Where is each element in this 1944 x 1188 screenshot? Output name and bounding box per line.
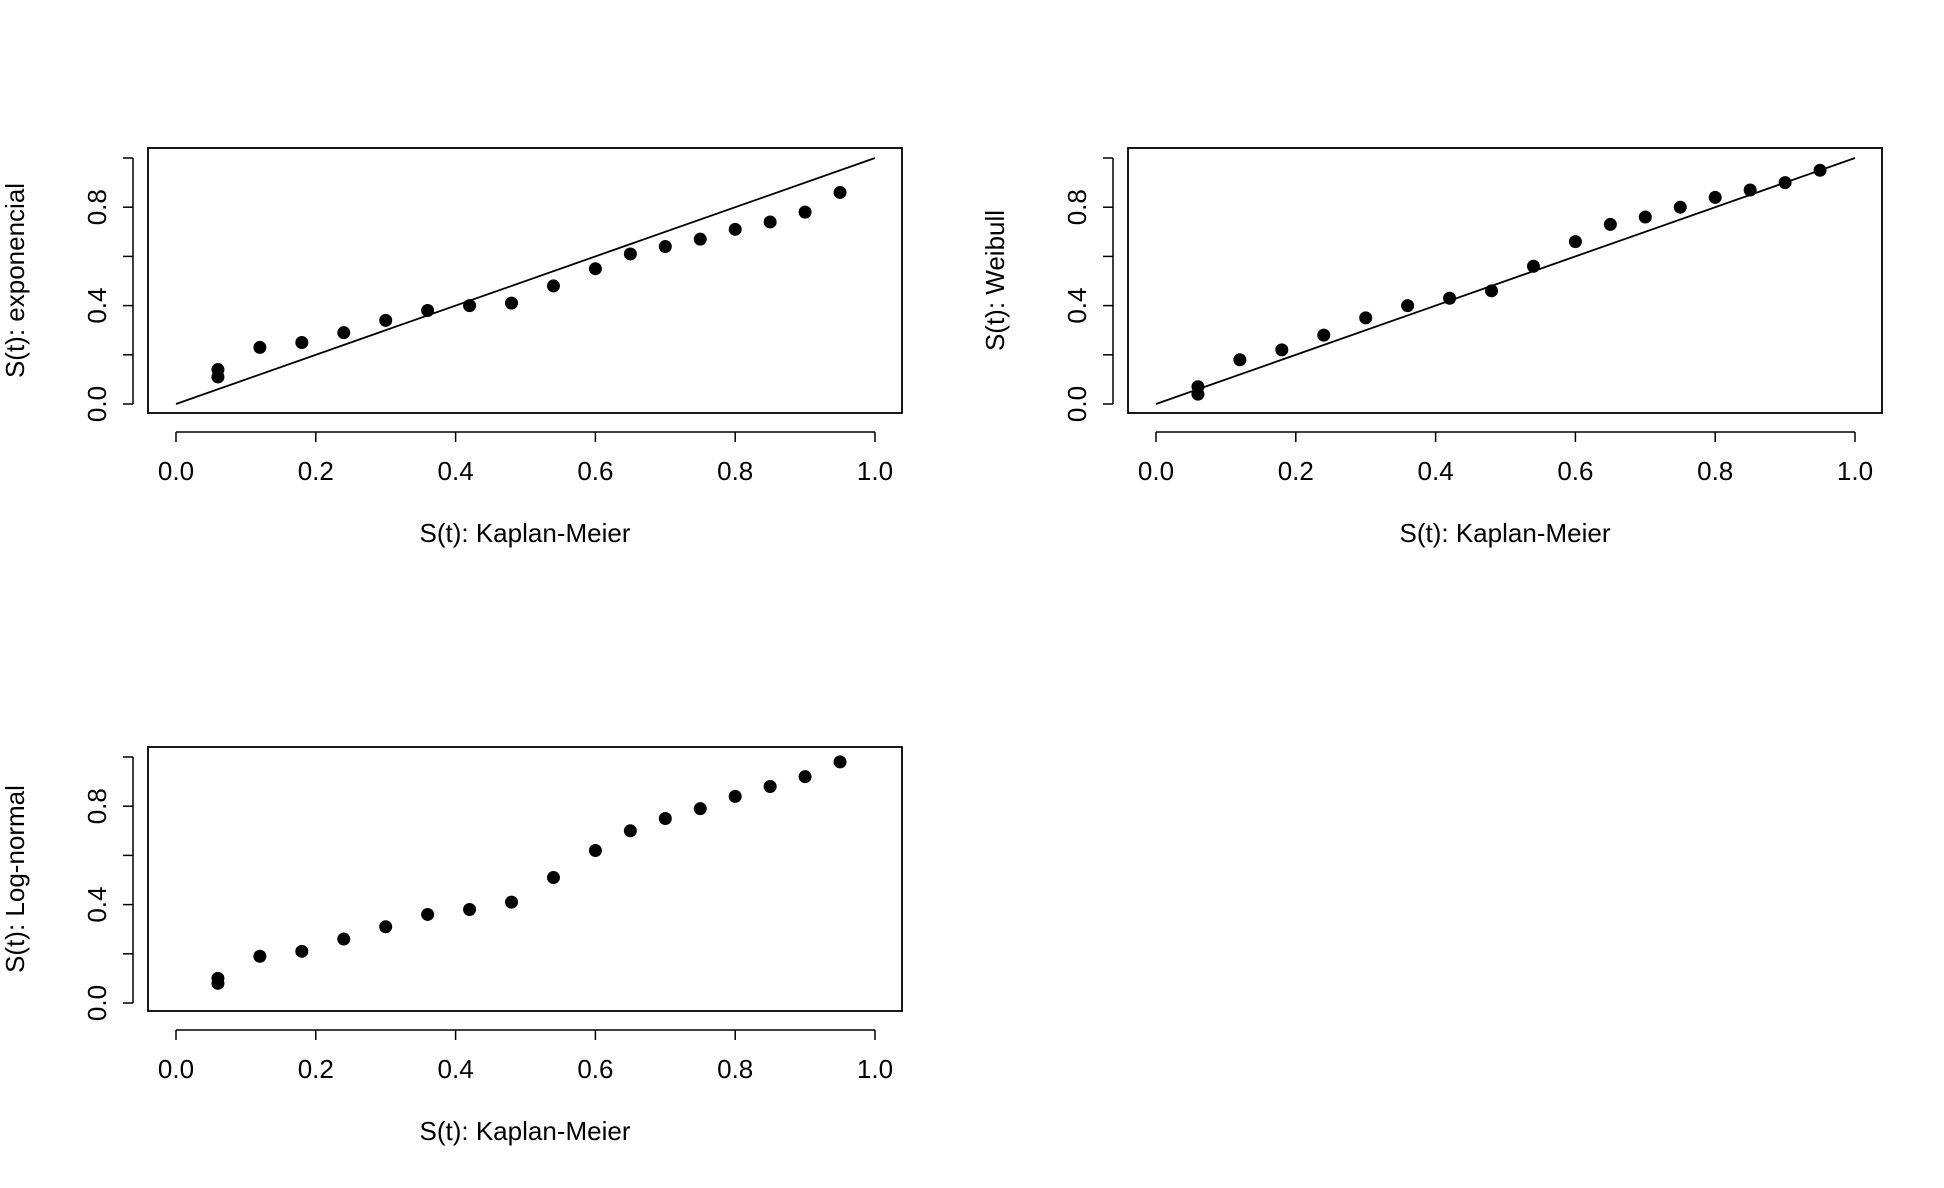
x-tick-label: 0.4 <box>438 1054 474 1084</box>
data-point <box>1778 176 1792 190</box>
x-tick-label: 0.8 <box>717 456 753 486</box>
y-tick-label: 0.0 <box>82 386 112 422</box>
data-point <box>1317 328 1331 342</box>
x-axis-label: S(t): Kaplan-Meier <box>1400 518 1611 548</box>
data-point <box>833 185 847 199</box>
data-point <box>1568 235 1582 249</box>
data-point <box>253 949 267 963</box>
data-point <box>1443 291 1457 305</box>
data-point <box>1401 299 1415 313</box>
data-point <box>421 907 435 921</box>
data-point <box>211 971 225 985</box>
y-tick-label: 0.4 <box>1062 288 1092 324</box>
data-point <box>1233 353 1247 367</box>
reference-line <box>175 157 876 405</box>
y-tick-label: 0.0 <box>1062 386 1092 422</box>
data-point <box>728 789 742 803</box>
x-tick-label: 0.0 <box>158 1054 194 1084</box>
data-point <box>1526 259 1540 273</box>
x-tick-label: 0.2 <box>298 1054 334 1084</box>
data-point <box>463 299 477 313</box>
data-point <box>763 215 777 229</box>
data-point <box>763 780 777 794</box>
data-point <box>693 232 707 246</box>
data-point <box>211 363 225 377</box>
data-point <box>798 205 812 219</box>
data-point <box>295 336 309 349</box>
data-point <box>253 340 267 354</box>
data-point <box>546 871 560 885</box>
x-tick-label: 0.8 <box>717 1054 753 1084</box>
data-point <box>421 304 435 318</box>
data-point <box>379 313 393 327</box>
data-point <box>1485 284 1499 298</box>
plot-frame <box>1127 147 1883 414</box>
plot-panel-1: 0.0 0.2 0.4 0.6 0.8 1.0 0.0 0.4 0.8 S(t): Kaplan-… <box>0 147 903 548</box>
y-tick-label: 0.0 <box>82 985 112 1021</box>
x-tick-label: 0.2 <box>1278 456 1314 486</box>
y-tick-label: 0.4 <box>82 887 112 923</box>
x-tick-label: 1.0 <box>857 456 893 486</box>
data-point <box>1708 190 1722 204</box>
data-point <box>1275 343 1289 357</box>
data-point <box>693 802 707 816</box>
data-point <box>1603 217 1617 231</box>
x-tick-label: 0.6 <box>577 456 613 486</box>
data-point <box>379 920 393 934</box>
plot-frame <box>147 746 903 1012</box>
x-axis-label: S(t): Kaplan-Meier <box>420 518 631 548</box>
data-point <box>658 240 672 254</box>
data-point <box>588 262 602 276</box>
plot-frame <box>147 147 903 414</box>
x-tick-label: 0.8 <box>1697 456 1733 486</box>
x-tick-label: 0.4 <box>438 456 474 486</box>
x-tick-label: 1.0 <box>857 1054 893 1084</box>
data-point <box>798 770 812 784</box>
data-point <box>1813 163 1827 177</box>
plot-panel-2: 0.0 0.2 0.4 0.6 0.8 1.0 0.0 0.4 0.8 S(t): Kaplan-… <box>980 147 1883 548</box>
data-point <box>1359 311 1373 325</box>
y-tick-label: 0.8 <box>1062 189 1092 225</box>
reference-line <box>1155 157 1856 405</box>
data-point <box>295 944 309 958</box>
data-point <box>658 812 672 825</box>
y-axis-label: S(t): Weibull <box>980 210 1010 351</box>
data-point <box>1638 210 1652 224</box>
x-tick-label: 0.6 <box>1557 456 1593 486</box>
x-tick-label: 0.0 <box>158 456 194 486</box>
x-axis-label: S(t): Kaplan-Meier <box>420 1116 631 1146</box>
data-point <box>337 932 351 946</box>
plot-panel-3: 0.0 0.2 0.4 0.6 0.8 1.0 0.0 0.4 0.8 S(t): Kaplan-… <box>0 746 903 1146</box>
y-tick-label: 0.8 <box>82 788 112 824</box>
data-point <box>505 895 519 909</box>
y-tick-label: 0.4 <box>82 288 112 324</box>
y-tick-label: 0.8 <box>82 189 112 225</box>
data-point <box>1673 200 1687 214</box>
data-point <box>1743 183 1757 197</box>
data-point <box>588 843 602 857</box>
data-point <box>728 222 742 236</box>
data-point <box>833 755 847 769</box>
data-point <box>623 247 637 261</box>
x-tick-label: 0.4 <box>1418 456 1454 486</box>
y-axis-label: S(t): Log-normal <box>0 785 30 973</box>
data-point <box>546 279 560 293</box>
data-point <box>463 903 477 917</box>
x-tick-label: 0.0 <box>1138 456 1174 486</box>
data-point <box>337 326 351 340</box>
x-tick-label: 0.2 <box>298 456 334 486</box>
data-point <box>505 296 519 310</box>
data-point <box>1191 380 1205 394</box>
data-point <box>623 824 637 838</box>
y-axis-label: S(t): exponencial <box>0 183 30 378</box>
x-tick-label: 1.0 <box>1837 456 1873 486</box>
x-tick-label: 0.6 <box>577 1054 613 1084</box>
